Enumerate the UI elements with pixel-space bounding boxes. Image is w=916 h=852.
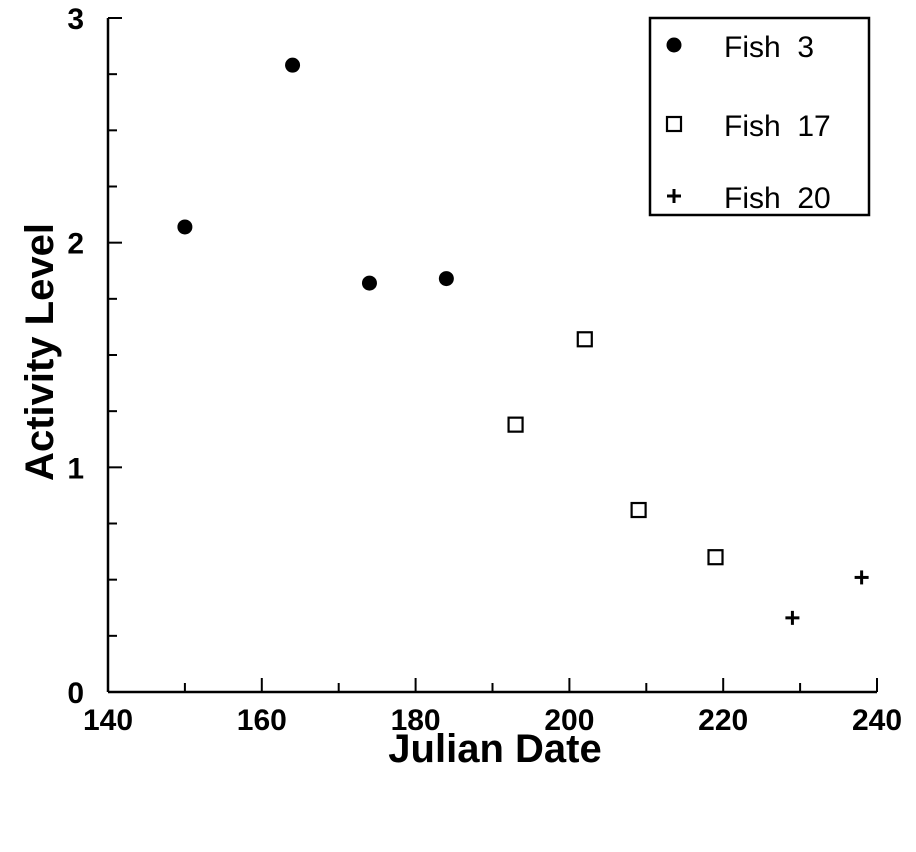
- legend-label: Fish 17: [724, 110, 831, 143]
- x-axis-ticks: 140 160 180 200 220 240: [83, 678, 902, 737]
- legend-marker: [667, 189, 681, 203]
- data-point: [177, 219, 193, 235]
- x-tick-label: 140: [83, 704, 133, 737]
- y-tick-label: 0: [67, 677, 84, 710]
- series-3: [785, 570, 869, 625]
- x-axis-title: Julian Date: [388, 727, 601, 771]
- data-point: [285, 57, 301, 73]
- data-point: [438, 271, 454, 287]
- data-points: [177, 57, 869, 625]
- legend-label: Fish 3: [724, 31, 814, 64]
- y-tick-label: 3: [67, 3, 84, 36]
- x-tick-label: 240: [852, 704, 902, 737]
- x-tick-label: 180: [391, 704, 441, 737]
- y-axis-title: Activity Level: [18, 223, 62, 481]
- legend-label: Fish 20: [724, 182, 831, 215]
- data-point: [576, 331, 593, 348]
- y-tick-label: 1: [67, 452, 84, 485]
- legend: Fish 3 Fish 17 Fish 20: [648, 16, 871, 217]
- y-axis-ticks: 0 1 2 3: [67, 3, 122, 710]
- legend-marker: [666, 37, 682, 53]
- y-tick-label: 2: [67, 228, 84, 261]
- legend-marker: [665, 115, 683, 133]
- x-tick-label: 200: [544, 704, 594, 737]
- x-tick-label: 160: [237, 704, 287, 737]
- data-point: [361, 275, 377, 291]
- series-2: [507, 331, 724, 566]
- legend-box: [648, 16, 871, 217]
- data-point: [507, 416, 524, 433]
- data-point: [707, 549, 724, 566]
- data-point: [854, 570, 869, 585]
- data-point: [630, 501, 647, 519]
- data-point: [785, 610, 800, 625]
- x-tick-label: 220: [698, 704, 748, 737]
- series-1: [177, 57, 454, 291]
